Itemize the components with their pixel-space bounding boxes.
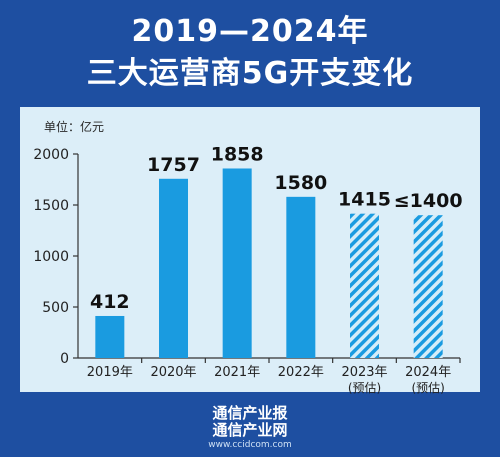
- bar-value-label: 412: [90, 291, 130, 313]
- bar: [159, 178, 188, 358]
- y-tick-label: 1500: [33, 198, 69, 214]
- x-tick-sublabel: (预估): [411, 381, 444, 395]
- bar-value-label: ≤1400: [394, 190, 463, 212]
- y-tick-label: 1000: [33, 249, 69, 265]
- x-tick-label: 2020年: [150, 365, 196, 380]
- footer-url: www.ccidcom.com: [208, 440, 292, 450]
- bar-estimated: [413, 215, 443, 358]
- chart-axes: 0 500 1000 1500 2000: [33, 147, 461, 367]
- chart-title-line1: 2019—2024年: [131, 14, 369, 49]
- x-tick-label: 2023年: [341, 365, 387, 380]
- x-tick-sublabel: (预估): [348, 381, 381, 395]
- bar-estimated: [350, 213, 379, 358]
- chart-bars: [95, 168, 443, 358]
- footer-brand-line2: 通信产业网: [212, 421, 288, 439]
- chart-labels: 412 2019年 1757 2020年 1858 2021年 1580 2022年 1415 2…: [87, 143, 463, 395]
- bar-value-label: 1580: [274, 172, 327, 194]
- bar-value-label: 1858: [211, 143, 264, 165]
- footer-brand-line1: 通信产业报: [212, 404, 288, 422]
- bar-value-label: 1757: [147, 154, 200, 176]
- bar: [286, 196, 316, 358]
- x-tick-label: 2019年: [87, 365, 133, 380]
- x-tick-label: 2024年: [405, 365, 451, 380]
- bar: [95, 315, 125, 358]
- x-tick-label: 2021年: [214, 365, 260, 380]
- y-tick-label: 500: [42, 300, 69, 316]
- unit-label: 单位：亿元: [44, 120, 105, 134]
- y-tick-label: 2000: [33, 147, 69, 163]
- chart-title-line2: 三大运营商5G开支变化: [86, 56, 414, 91]
- bar-value-label: 1415: [338, 189, 391, 211]
- bar: [222, 168, 252, 358]
- x-tick-label: 2022年: [278, 365, 324, 380]
- y-tick-label: 0: [60, 351, 69, 367]
